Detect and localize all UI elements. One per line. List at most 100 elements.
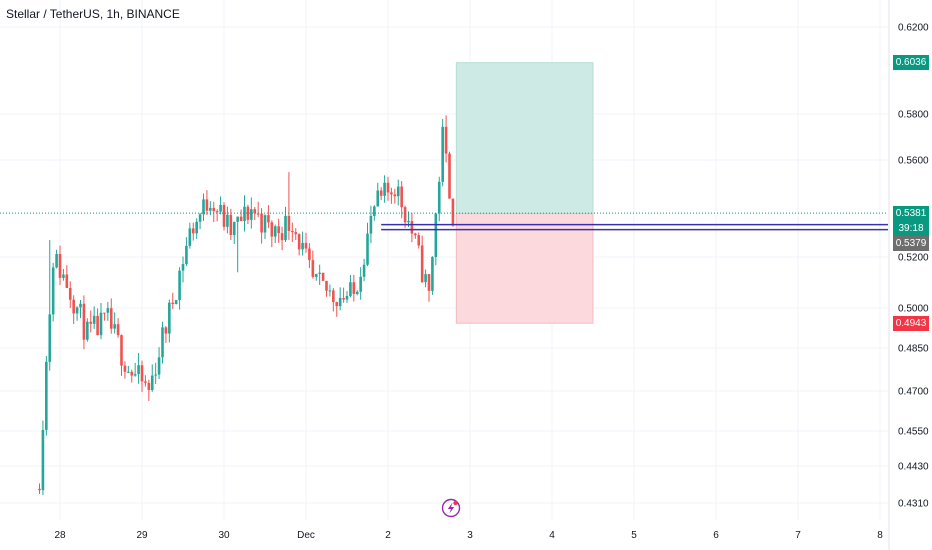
candle-body xyxy=(239,216,243,222)
candle-body xyxy=(287,215,291,231)
stop-zone[interactable] xyxy=(455,213,594,324)
bar-countdown: 39:18 xyxy=(893,220,929,236)
candle-body xyxy=(41,429,45,491)
candle-body xyxy=(253,209,257,214)
price-tick-label: 0.4700 xyxy=(898,387,929,398)
candle-body xyxy=(140,365,144,382)
candle-body xyxy=(410,220,414,234)
candle-body xyxy=(38,488,41,491)
candle-body xyxy=(202,199,205,215)
candle-body xyxy=(332,290,335,303)
candle-body xyxy=(250,209,253,220)
candle-body xyxy=(185,245,188,265)
candle-body xyxy=(103,312,106,314)
candle-body xyxy=(133,374,137,376)
candle-body xyxy=(325,280,328,291)
current-price-tag: 0.5381 xyxy=(893,205,929,221)
lightning-icon[interactable] xyxy=(441,498,461,518)
candle-body xyxy=(181,264,185,271)
candle-body xyxy=(188,228,192,246)
candle-body xyxy=(232,221,236,235)
candle-body xyxy=(359,276,362,292)
candle-body xyxy=(349,282,352,296)
candle-body xyxy=(297,234,301,250)
time-tick-label: 28 xyxy=(54,530,66,541)
candle-body xyxy=(48,314,52,362)
candle-body xyxy=(369,215,373,234)
candle-body xyxy=(441,126,444,182)
candle-body xyxy=(328,290,332,292)
candle-body xyxy=(219,204,222,212)
candle-body xyxy=(123,365,127,372)
time-tick-label: Dec xyxy=(297,530,315,541)
candle-body xyxy=(414,233,417,236)
chart-title: Stellar / TetherUS, 1h, BINANCE xyxy=(6,7,180,21)
candle-body xyxy=(304,242,308,249)
candle-body xyxy=(338,297,342,307)
candle-body xyxy=(366,233,369,265)
price-tick-label: 0.6200 xyxy=(898,23,929,34)
candle-body xyxy=(420,245,424,283)
candle-body xyxy=(277,226,280,234)
candle-body xyxy=(318,272,321,274)
price-tick-label: 0.4550 xyxy=(898,427,929,438)
candle-body xyxy=(448,153,451,199)
candle-body xyxy=(51,267,55,315)
candle-body xyxy=(291,230,294,233)
candle-body xyxy=(373,206,376,216)
candle-body xyxy=(352,282,356,294)
candle-body xyxy=(321,272,325,281)
candle-body xyxy=(79,303,82,308)
candle-body xyxy=(157,357,161,375)
candle-body xyxy=(263,215,267,233)
candle-body xyxy=(256,213,260,215)
time-tick-label: 6 xyxy=(713,530,719,541)
candle-body xyxy=(96,315,99,336)
time-axis[interactable]: 28 29 30 Dec 2 3 4 5 6 7 8 xyxy=(54,530,883,541)
candle-body xyxy=(65,274,69,288)
candle-body xyxy=(390,192,393,195)
candle-body xyxy=(113,324,116,329)
candle-body xyxy=(92,315,96,324)
candle-body xyxy=(45,361,48,430)
candle-body xyxy=(301,242,304,250)
candle-body xyxy=(243,206,246,222)
candle-body xyxy=(75,307,79,314)
candle-body xyxy=(212,207,216,212)
target-zone[interactable] xyxy=(455,62,594,215)
candle-body xyxy=(109,308,113,329)
candle-body xyxy=(191,228,195,234)
price-tick-label: 0.4850 xyxy=(898,344,929,355)
candle-body xyxy=(434,213,438,257)
candle-body xyxy=(99,312,103,336)
candle-body xyxy=(280,233,284,241)
candle-body xyxy=(308,248,311,261)
stop-price-tag: 0.4943 xyxy=(893,315,929,331)
price-tick-label: 0.5000 xyxy=(898,304,929,315)
candle-body xyxy=(82,303,86,340)
grid xyxy=(0,0,888,520)
candle-body xyxy=(147,382,151,391)
candle-body xyxy=(58,254,62,278)
candle-body xyxy=(106,308,110,313)
candle-body xyxy=(72,299,75,314)
candle-body xyxy=(198,214,202,222)
candle-body xyxy=(417,235,421,246)
candle-body xyxy=(383,182,386,196)
candle-body xyxy=(171,302,175,305)
candle-body xyxy=(273,226,277,237)
candle-body xyxy=(222,204,226,227)
candle-body xyxy=(267,215,270,223)
candle-body xyxy=(178,270,181,301)
candle-body xyxy=(376,190,380,207)
price-axis[interactable]: 0.6200 0.5800 0.5600 0.5200 0.5000 0.4850 0.47… xyxy=(898,23,929,510)
price-tick-label: 0.4310 xyxy=(898,499,929,510)
candle-body xyxy=(431,256,434,291)
candle-body xyxy=(62,274,65,278)
candles xyxy=(38,115,455,496)
candle-body xyxy=(154,374,157,376)
candle-body xyxy=(270,222,274,237)
candle-body xyxy=(427,274,431,291)
candle-body xyxy=(451,198,455,226)
